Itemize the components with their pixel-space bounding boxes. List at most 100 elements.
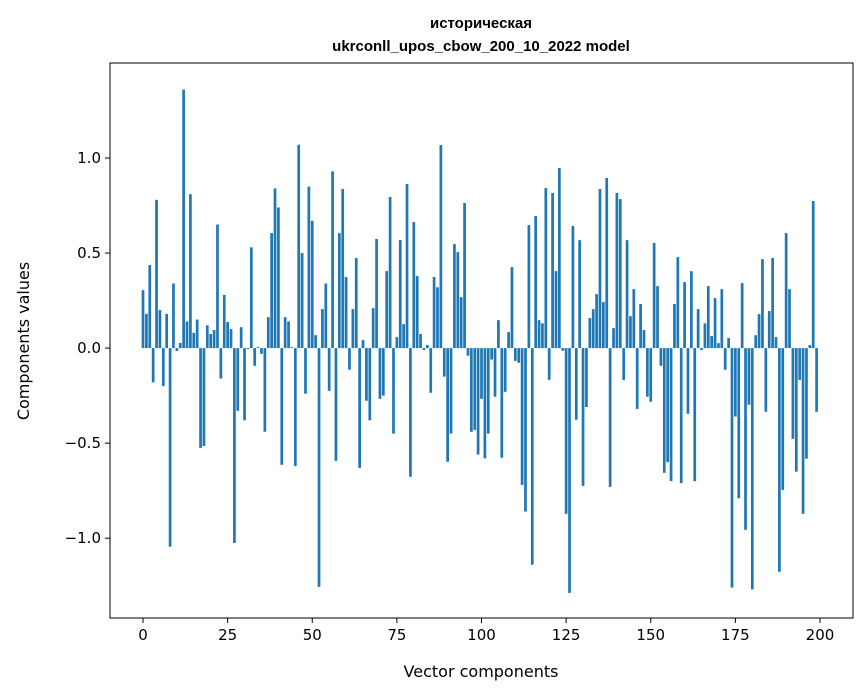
bar-39 — [273, 188, 277, 349]
y-tick-label: 0.5 — [77, 244, 101, 262]
bar-117 — [537, 320, 541, 349]
bar-19 — [205, 325, 209, 349]
bar-78 — [405, 184, 409, 349]
bar-36 — [263, 348, 267, 432]
bar-189 — [781, 348, 785, 490]
bar-130 — [581, 348, 585, 486]
bar-4 — [155, 199, 158, 349]
bar-121 — [551, 193, 554, 349]
bar-53 — [321, 309, 324, 349]
bar-128 — [574, 348, 578, 420]
bar-164 — [696, 309, 700, 349]
bar-59 — [341, 189, 345, 349]
bar-74 — [392, 348, 395, 434]
bar-187 — [774, 337, 778, 349]
bar-13 — [185, 321, 189, 349]
bar-197 — [808, 345, 812, 349]
bar-35 — [260, 348, 263, 354]
bar-33 — [253, 348, 257, 366]
bar-38 — [270, 233, 273, 349]
bar-170 — [717, 343, 720, 349]
bar-133 — [591, 309, 595, 349]
bar-14 — [189, 194, 192, 349]
bar-29 — [239, 327, 243, 349]
y-tick-label: −1.0 — [65, 529, 101, 547]
bar-193 — [794, 348, 798, 472]
bar-123 — [558, 168, 561, 349]
x-tick-label: 75 — [387, 626, 406, 644]
bar-30 — [243, 348, 246, 421]
y-axis-label: Components values — [14, 262, 33, 420]
bar-67 — [368, 348, 372, 421]
bar-93 — [456, 252, 460, 349]
bar-52 — [317, 348, 321, 587]
bar-198 — [811, 200, 815, 349]
bar-89 — [442, 348, 446, 377]
bar-102 — [486, 348, 490, 434]
bar-62 — [351, 309, 355, 349]
bar-120 — [547, 348, 551, 380]
bar-188 — [778, 348, 781, 572]
bar-21 — [212, 330, 216, 349]
bar-139 — [612, 328, 615, 349]
bar-6 — [161, 348, 165, 387]
bar-32 — [249, 247, 253, 349]
bar-163 — [693, 348, 697, 482]
bar-155 — [666, 348, 670, 463]
bar-180 — [750, 348, 754, 590]
bar-47 — [300, 253, 304, 349]
bar-132 — [588, 318, 592, 349]
bar-99 — [476, 348, 480, 455]
chart-title-line-1: историческая — [430, 15, 532, 32]
bar-79 — [409, 348, 412, 477]
bar-88 — [439, 145, 443, 349]
bar-42 — [283, 317, 287, 349]
bar-178 — [744, 348, 747, 530]
bar-17 — [199, 348, 202, 448]
bar-111 — [517, 348, 521, 363]
y-tick-label: 1.0 — [77, 149, 101, 167]
bar-103 — [490, 348, 494, 360]
bar-151 — [652, 242, 656, 349]
bar-55 — [327, 348, 331, 391]
bar-54 — [324, 283, 328, 349]
bar-165 — [700, 348, 703, 351]
bar-122 — [554, 271, 558, 349]
bar-50 — [310, 220, 314, 349]
bar-98 — [473, 348, 477, 430]
bar-141 — [618, 199, 622, 349]
bar-90 — [446, 348, 450, 462]
bar-97 — [469, 348, 473, 432]
bar-112 — [520, 348, 524, 485]
bar-173 — [727, 338, 730, 349]
bar-48 — [304, 348, 307, 394]
bar-190 — [784, 233, 788, 349]
bar-43 — [287, 321, 290, 349]
bar-18 — [202, 348, 206, 446]
bar-49 — [307, 186, 311, 349]
x-tick-label: 175 — [721, 626, 750, 644]
bar-106 — [500, 348, 504, 458]
bar-105 — [497, 320, 500, 349]
bar-152 — [656, 286, 659, 349]
bar-81 — [415, 276, 419, 349]
bar-186 — [771, 258, 774, 349]
chart-title-line-2: ukrconll_upos_cbow_200_10_2022 model — [332, 38, 630, 55]
bar-135 — [598, 189, 602, 349]
bar-80 — [412, 222, 416, 349]
bar-7 — [165, 313, 169, 349]
bar-20 — [209, 334, 213, 349]
bar-194 — [798, 348, 802, 380]
x-axis-label: Vector components — [404, 662, 559, 681]
bar-34 — [256, 347, 260, 349]
bar-146 — [635, 348, 639, 409]
bar-169 — [713, 298, 717, 349]
bar-195 — [801, 348, 805, 514]
x-tick-label: 150 — [636, 626, 665, 644]
x-tick-label: 25 — [218, 626, 237, 644]
bar-114 — [527, 225, 531, 349]
bar-115 — [530, 348, 534, 565]
bar-58 — [337, 233, 341, 349]
bar-77 — [402, 324, 405, 349]
